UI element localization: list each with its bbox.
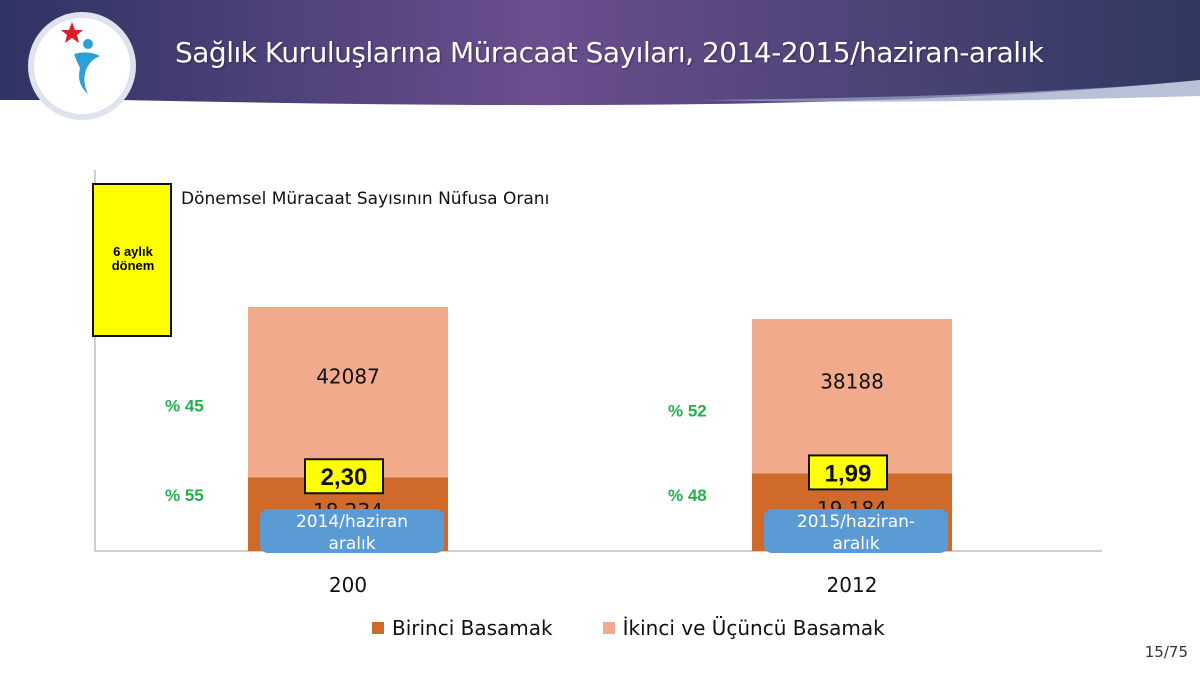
legend-swatch-ikinci (602, 622, 615, 634)
x-tick-label-200: 200 (329, 573, 367, 597)
ratio-box-2012 (808, 454, 888, 491)
ratio-box-200 (304, 458, 384, 495)
percent-label-ikinci-2012: % 52 (668, 401, 707, 420)
bar-ikinci-200 (248, 307, 448, 478)
ratio-label-200: 2,30 (321, 464, 368, 491)
chart-legend: Birinci Basamak İkinci ve Üçüncü Basamak (372, 616, 885, 640)
period-label-line2-200: aralık (328, 534, 375, 554)
legend-item-birinci: Birinci Basamak (372, 616, 553, 640)
percent-label-birinci-200: % 55 (165, 486, 204, 505)
period-label-line2-2012: aralık (832, 534, 879, 554)
period-label-line1-2012: 2015/haziran- (797, 512, 915, 532)
chart-title: Dönemsel Müracaat Sayısının Nüfusa Oranı (181, 189, 549, 209)
bar-ikinci-2012 (752, 318, 952, 474)
data-label-ikinci-200: 42087 (316, 365, 380, 389)
percent-label-birinci-2012: % 48 (668, 486, 707, 505)
ratio-label-2012: 1,99 (825, 460, 872, 487)
legend-label-ikinci: İkinci ve Üçüncü Basamak (622, 616, 885, 640)
x-tick-label-2012: 2012 (827, 573, 878, 597)
ministry-logo (24, 8, 140, 124)
legend-swatch-birinci (372, 622, 384, 634)
period-note-box: 6 aylık dönem (92, 183, 172, 337)
period-label-box-2012 (764, 509, 948, 553)
period-label-box-200 (260, 509, 444, 553)
period-label-line1-200: 2014/haziran (296, 512, 408, 532)
slide-title: Sağlık Kuruluşlarına Müracaat Sayıları, … (175, 36, 1044, 69)
legend-item-ikinci: İkinci ve Üçüncü Basamak (602, 616, 885, 640)
header-banner (0, 0, 1200, 106)
page-number: 15/75 (1144, 643, 1188, 661)
legend-label-birinci: Birinci Basamak (392, 616, 553, 640)
period-note-text: 6 aylık dönem (111, 244, 155, 273)
slide-header: Sağlık Kuruluşlarına Müracaat Sayıları, … (0, 0, 1200, 120)
percent-label-ikinci-200: % 45 (165, 397, 204, 416)
data-label-ikinci-2012: 38188 (820, 369, 884, 393)
